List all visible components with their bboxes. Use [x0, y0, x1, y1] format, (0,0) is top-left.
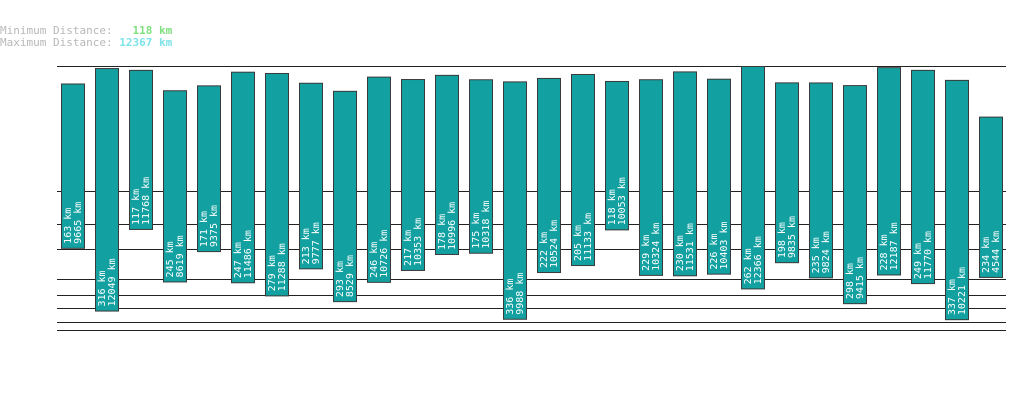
- bar-max-label: 11486 km: [243, 230, 254, 278]
- bar-max-label: 12366 km: [753, 236, 764, 284]
- bar-min-label: 279 km: [267, 255, 278, 291]
- bar: [197, 85, 221, 253]
- max-distance-label: Maximum Distance:: [0, 36, 113, 49]
- bar-min-label: 198 km: [777, 222, 788, 258]
- bar: [877, 67, 901, 276]
- bars: 163 km 9665 km 316 km 12049 km 117 km 11768 k…: [61, 66, 1003, 321]
- bar: [945, 79, 969, 321]
- bar: [979, 116, 1003, 278]
- bar: [435, 74, 459, 255]
- bar-max-label: 9777 km: [311, 222, 322, 264]
- bar: [163, 90, 187, 283]
- bar-max-label: 9415 km: [855, 257, 866, 299]
- bar-max-label: 10726 km: [379, 230, 390, 278]
- bar-min-label: 245 km: [165, 241, 176, 277]
- bar-min-label: 336 km: [505, 279, 516, 315]
- bar-min-label: 171 km: [199, 211, 210, 247]
- bar-max-label: 11133 km: [583, 213, 594, 261]
- bar-min-label: 316 km: [97, 270, 108, 306]
- bar-min-label: 222 km: [539, 232, 550, 268]
- bar-max-label: 10353 km: [413, 218, 424, 266]
- bar: [843, 85, 867, 305]
- bar-max-label: 9988 km: [515, 273, 526, 315]
- bar: [707, 78, 731, 275]
- bar-max-label: 10053 km: [617, 177, 628, 225]
- bar: [639, 79, 663, 276]
- bar-max-label: 9665 km: [73, 202, 84, 244]
- bar-max-label: 9835 km: [787, 216, 798, 258]
- bar-max-label: 10524 km: [549, 220, 560, 268]
- bar: [673, 71, 697, 277]
- bar-min-label: 293 km: [335, 261, 346, 297]
- bar-min-label: 234 km: [981, 237, 992, 273]
- bar: [333, 90, 357, 303]
- bar-min-label: 298 km: [845, 263, 856, 299]
- bar-max-label: 10403 km: [719, 221, 730, 269]
- min-distance-value: 118 km: [132, 24, 173, 37]
- bar-min-label: 235 km: [811, 237, 822, 273]
- bar-min-label: 229 km: [641, 235, 652, 271]
- bar-max-label: 10221 km: [957, 267, 968, 315]
- bar: [775, 82, 799, 264]
- bar-max-label: 11768 km: [141, 177, 152, 225]
- bar-max-label: 12187 km: [889, 222, 900, 270]
- bar-min-label: 337 km: [947, 279, 958, 315]
- bar-max-label: 10996 km: [447, 202, 458, 250]
- bar: [503, 81, 527, 320]
- bar-min-label: 226 km: [709, 234, 720, 270]
- bar-max-label: 12049 km: [107, 258, 118, 306]
- bar-min-label: 178 km: [437, 214, 448, 250]
- bar-min-label: 228 km: [879, 234, 890, 270]
- bar: [605, 80, 629, 231]
- bar: [537, 77, 561, 274]
- bar: [61, 83, 85, 249]
- bar-min-label: 205 km: [573, 225, 584, 261]
- bar: [299, 82, 323, 270]
- bar-min-label: 163 km: [63, 208, 74, 244]
- bar-min-label: 262 km: [743, 248, 754, 284]
- bar-max-label: 11531 km: [685, 223, 696, 271]
- bar-max-label: 10324 km: [651, 223, 662, 271]
- bar-min-label: 230 km: [675, 235, 686, 271]
- bar: [741, 66, 765, 290]
- bar: [809, 82, 833, 279]
- bar-min-label: 249 km: [913, 243, 924, 279]
- bar-max-label: 8619 km: [175, 235, 186, 277]
- bar-max-label: 11770 km: [923, 231, 934, 279]
- bar-min-label: 118 km: [607, 189, 618, 225]
- distance-summary: Minimum Distance: 118 km Maximum Distanc…: [0, 25, 172, 49]
- bar-max-label: 9824 km: [821, 231, 832, 273]
- bar: [401, 79, 425, 271]
- bar: [571, 73, 595, 267]
- bar-max-label: 4544 km: [991, 231, 1002, 273]
- bar: [911, 69, 935, 285]
- bar-min-label: 247 km: [233, 242, 244, 278]
- bar-max-label: 11288 km: [277, 243, 288, 291]
- bar-max-label: 8529 km: [345, 255, 356, 297]
- bar: [231, 71, 255, 284]
- bar-min-label: 117 km: [131, 189, 142, 225]
- bar-min-label: 246 km: [369, 242, 380, 278]
- bar: [367, 76, 391, 283]
- bar-max-label: 9375 km: [209, 205, 220, 247]
- bar: [129, 69, 153, 230]
- bar-min-label: 175 km: [471, 213, 482, 249]
- bar: [265, 72, 289, 297]
- min-distance-label: Minimum Distance:: [0, 24, 113, 37]
- bar-min-label: 217 km: [403, 230, 414, 266]
- max-distance-value: 12367 km: [119, 36, 173, 49]
- bar: [95, 68, 119, 312]
- bar-min-label: 213 km: [301, 228, 312, 264]
- bar-max-label: 10318 km: [481, 201, 492, 249]
- bar: [469, 79, 493, 254]
